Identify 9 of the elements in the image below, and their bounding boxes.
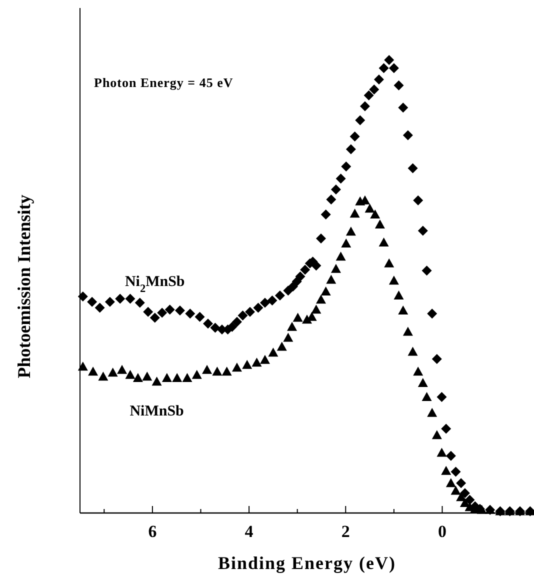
series-label: Ni$_{2}$MnSb — [124, 274, 185, 295]
series-label: NiMnSb — [130, 404, 184, 420]
x-axis-title: Binding Energy (eV) — [218, 553, 396, 573]
x-tick-label: 0 — [438, 522, 446, 541]
annotation: Photon Energy = 45 eV — [94, 75, 234, 90]
x-tick-label: 2 — [341, 522, 350, 541]
y-axis-title: Photoemission Intensity — [14, 194, 34, 378]
x-tick-label: 4 — [244, 522, 254, 541]
x-tick-label: 6 — [148, 522, 157, 541]
